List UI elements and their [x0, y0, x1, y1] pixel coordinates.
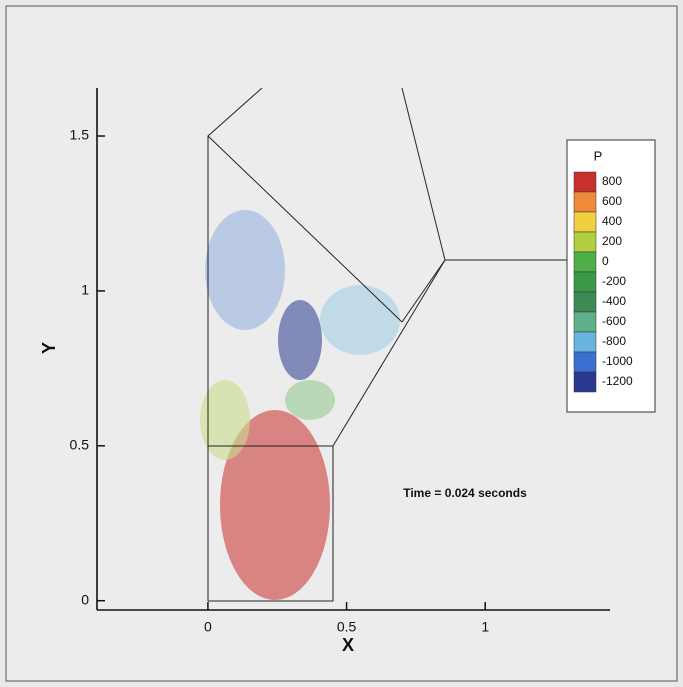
- legend-label: 0: [602, 254, 609, 268]
- legend-label: 200: [602, 234, 622, 248]
- wall: [401, 87, 446, 261]
- legend-swatch: [573, 231, 597, 253]
- legend-swatch: [573, 311, 597, 333]
- legend-label: -1200: [602, 374, 633, 388]
- flow-field: [200, 210, 400, 600]
- x-tick-label: 0.5: [337, 619, 357, 635]
- y-tick-label: 1: [81, 282, 89, 298]
- legend-swatch: [573, 171, 597, 193]
- legend-label: 400: [602, 214, 622, 228]
- annotation: Time = 0.024 seconds: [403, 486, 527, 500]
- y-tick-label: 0: [81, 591, 89, 607]
- wall: [401, 259, 446, 323]
- geometry: [207, 87, 610, 602]
- wall: [208, 445, 334, 602]
- legend-label: 800: [602, 174, 622, 188]
- legend-swatch: [573, 251, 597, 273]
- legend-label: -600: [602, 314, 626, 328]
- legend-swatch: [573, 271, 597, 293]
- x-tick-label: 0: [204, 619, 212, 635]
- wall: [207, 135, 403, 323]
- legend-label: 600: [602, 194, 622, 208]
- y-tick-label: 1.5: [70, 127, 90, 143]
- frame: [5, 5, 678, 682]
- legend-label: -200: [602, 274, 626, 288]
- wall: [332, 259, 446, 447]
- legend-swatch: [573, 211, 597, 233]
- legend-swatch: [573, 351, 597, 373]
- y-tick-label: 0.5: [70, 437, 90, 453]
- x-axis-label: X: [342, 635, 354, 655]
- legend-swatch: [573, 291, 597, 313]
- x-tick-label: 1: [481, 619, 489, 635]
- legend-swatch: [573, 191, 597, 213]
- legend-label: -400: [602, 294, 626, 308]
- legend-title: P: [594, 148, 603, 163]
- legend-label: -800: [602, 334, 626, 348]
- legend-swatch: [573, 371, 597, 393]
- legend-label: -1000: [602, 354, 633, 368]
- y-axis-label: Y: [39, 342, 59, 354]
- legend-swatch: [573, 331, 597, 353]
